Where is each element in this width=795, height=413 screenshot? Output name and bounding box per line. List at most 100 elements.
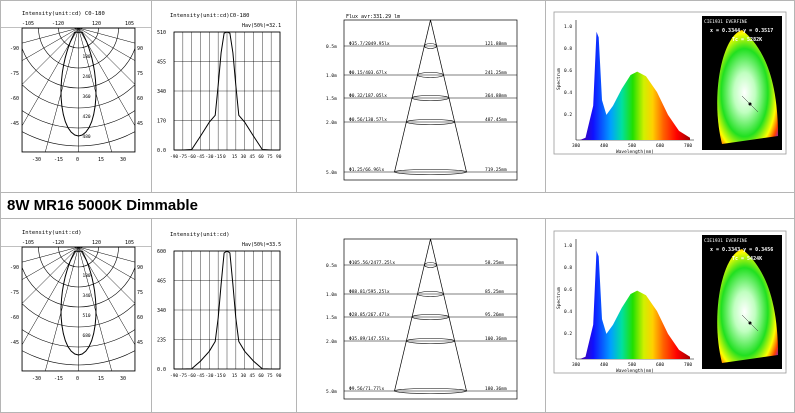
spectrum-xtick: 480 — [600, 362, 608, 368]
spectrum-ytick: 0.2 — [564, 112, 572, 118]
cone-illuminance: Φ1.25/66.96lx — [349, 167, 385, 173]
chart-xtick: 30 — [241, 373, 247, 379]
polar-bottom-label: -15 — [54, 376, 63, 382]
cie-horseshoe — [717, 249, 778, 363]
spectrum-xtick: 380 — [572, 143, 580, 149]
polar-spoke — [78, 27, 113, 154]
chart-xtick: -30 — [205, 154, 213, 160]
cone-ellipse — [394, 169, 467, 175]
chart-ytick: 170 — [157, 119, 166, 125]
spectrum-curve — [580, 31, 690, 141]
cone-diameter: 100.36mm — [485, 336, 507, 342]
cone-ellipse — [417, 291, 444, 297]
illuminance-cone-1: Flux avr:331.29 lm 0.5m Φ35.7/2049.95lx 121… — [326, 14, 518, 181]
cone-distance: 0.5m — [326, 44, 337, 50]
chart-ytick: 465 — [157, 279, 166, 285]
cone-diameter: 180.36mm — [485, 386, 507, 392]
polar-label-right-top: 105 — [125, 240, 134, 246]
cie-tc: Tc = 5282K — [732, 37, 762, 43]
spectrum-xtick: 780 — [684, 362, 692, 368]
polar-spoke — [44, 246, 79, 373]
spectrum-ytick: 0.8 — [564, 265, 572, 271]
polar-right-label: 90 — [137, 265, 143, 271]
cone-cell-2: 0.5m Φ105.56/2477.25lx 58.25mm 1.0m Φ88.81/5… — [297, 219, 546, 413]
polar-left-label: -75 — [10, 290, 19, 296]
chart-ytick: 0.0 — [157, 367, 166, 373]
polar-mask-right — [135, 247, 151, 371]
polar-frame-border — [21, 27, 136, 153]
cone-illuminance: Φ0.32/187.05lx — [349, 93, 387, 99]
chart-xtick: -30 — [205, 373, 213, 379]
cone-illuminance: Φ35.7/2049.95lx — [349, 41, 390, 47]
spectrum-ytick: 0.4 — [564, 90, 572, 96]
polar-radial-label: 480 — [83, 134, 91, 140]
cone-ellipse — [411, 95, 450, 101]
polar-radial-label: 240 — [83, 74, 91, 80]
polar-cell-2: Intensity(unit:cd) -105 -120 120 105 -90 -75 -6… — [0, 219, 152, 413]
chart-xtick: -90 — [170, 373, 178, 379]
cone-ellipse — [417, 72, 444, 78]
chart-xtick: 90 — [276, 373, 282, 379]
illuminance-cone-2: 0.5m Φ105.56/2477.25lx 58.25mm 1.0m Φ88.81/5… — [326, 238, 518, 400]
cone-ellipse — [424, 43, 437, 49]
polar-radial-label: 510 — [83, 313, 91, 319]
polar-bottom-label: -15 — [54, 157, 63, 163]
cone-side-left — [394, 19, 431, 173]
cone-ellipse — [411, 314, 450, 320]
cone-illuminance: Φ0.15/403.67lx — [349, 70, 387, 76]
polar-label-center-left: -120 — [52, 21, 64, 27]
cone-diameter: 487.45mm — [485, 117, 507, 123]
polar-frame-border — [21, 246, 136, 372]
cie-tc: Tc = 5424K — [732, 256, 762, 262]
cone-ellipse — [394, 388, 467, 394]
polar-radial-label: 340 — [83, 293, 91, 299]
polar-title: Intensity(unit:cd) C0-180 — [22, 11, 105, 17]
spectrum-cell-2: 1.0 0.8 0.6 0.4 0.2 380 480 580 680 780 Wavelength… — [546, 219, 795, 413]
polar-spoke — [44, 27, 79, 154]
cone-diameter: 58.25mm — [485, 260, 504, 266]
chart-xtick: -45 — [197, 373, 205, 379]
polar-label-right-top: 105 — [125, 21, 134, 27]
chart-xtick: 15 — [232, 373, 238, 379]
polar-left-label: -60 — [10, 96, 19, 102]
cie-locus — [741, 314, 759, 332]
polar-spoke — [78, 27, 144, 141]
spectrum-xtick: 480 — [600, 143, 608, 149]
spectrum-ytick: 0.2 — [564, 331, 572, 337]
polar-mask-bottom — [0, 371, 151, 412]
chart-xtick: -75 — [179, 154, 187, 160]
polar-left-label: -90 — [10, 265, 19, 271]
polar-title: Intensity(unit:cd) — [22, 230, 82, 236]
polar-mask-right — [135, 28, 151, 152]
cone-ellipse — [406, 119, 455, 125]
polar-left-label: -45 — [10, 121, 19, 127]
cone-side-right — [430, 19, 467, 173]
polar-left-label: -45 — [10, 340, 19, 346]
polar-mask-left — [0, 247, 22, 371]
polar-radial-label: 680 — [83, 333, 91, 339]
polar-label-center-right: 120 — [92, 21, 101, 27]
spectrum-curve — [580, 250, 690, 359]
cone-distance: 1.5m — [326, 96, 337, 102]
curve-cell-1: Intensity(unit:cd)C0-180 Hav(50%)=32.1 510… — [152, 0, 297, 193]
polar-right-label: 75 — [137, 71, 143, 77]
spectrum-xlabel: Wavelength(nm) — [616, 149, 654, 155]
cone-diameter: 121.88mm — [485, 41, 507, 47]
intensity-curve-2: Intensity(unit:cd)Hav(50%)=33.5600465340… — [157, 232, 282, 379]
cone-diameter: 95.26mm — [485, 312, 504, 318]
polar-right-label: 75 — [137, 290, 143, 296]
chart-xtick: 60 — [258, 373, 264, 379]
polar-left-label: -75 — [10, 71, 19, 77]
spectrum-ytick: 0.8 — [564, 46, 572, 52]
polar-left-label: -60 — [10, 315, 19, 321]
polar-spoke — [78, 246, 113, 373]
polar-bottom-label: 15 — [98, 157, 104, 163]
cie-horseshoe — [717, 30, 778, 144]
polar-right-label: 60 — [137, 315, 143, 321]
spectrum-xtick: 580 — [628, 362, 636, 368]
polar-bottom-label: 0 — [76, 157, 79, 163]
cone-header: Flux avr:331.29 lm — [346, 14, 400, 20]
polar-spoke — [78, 27, 151, 101]
spectrum-xtick: 680 — [656, 143, 664, 149]
intensity-curve-1: Intensity(unit:cd)C0-180 Hav(50%)=32.1 510… — [157, 13, 282, 160]
